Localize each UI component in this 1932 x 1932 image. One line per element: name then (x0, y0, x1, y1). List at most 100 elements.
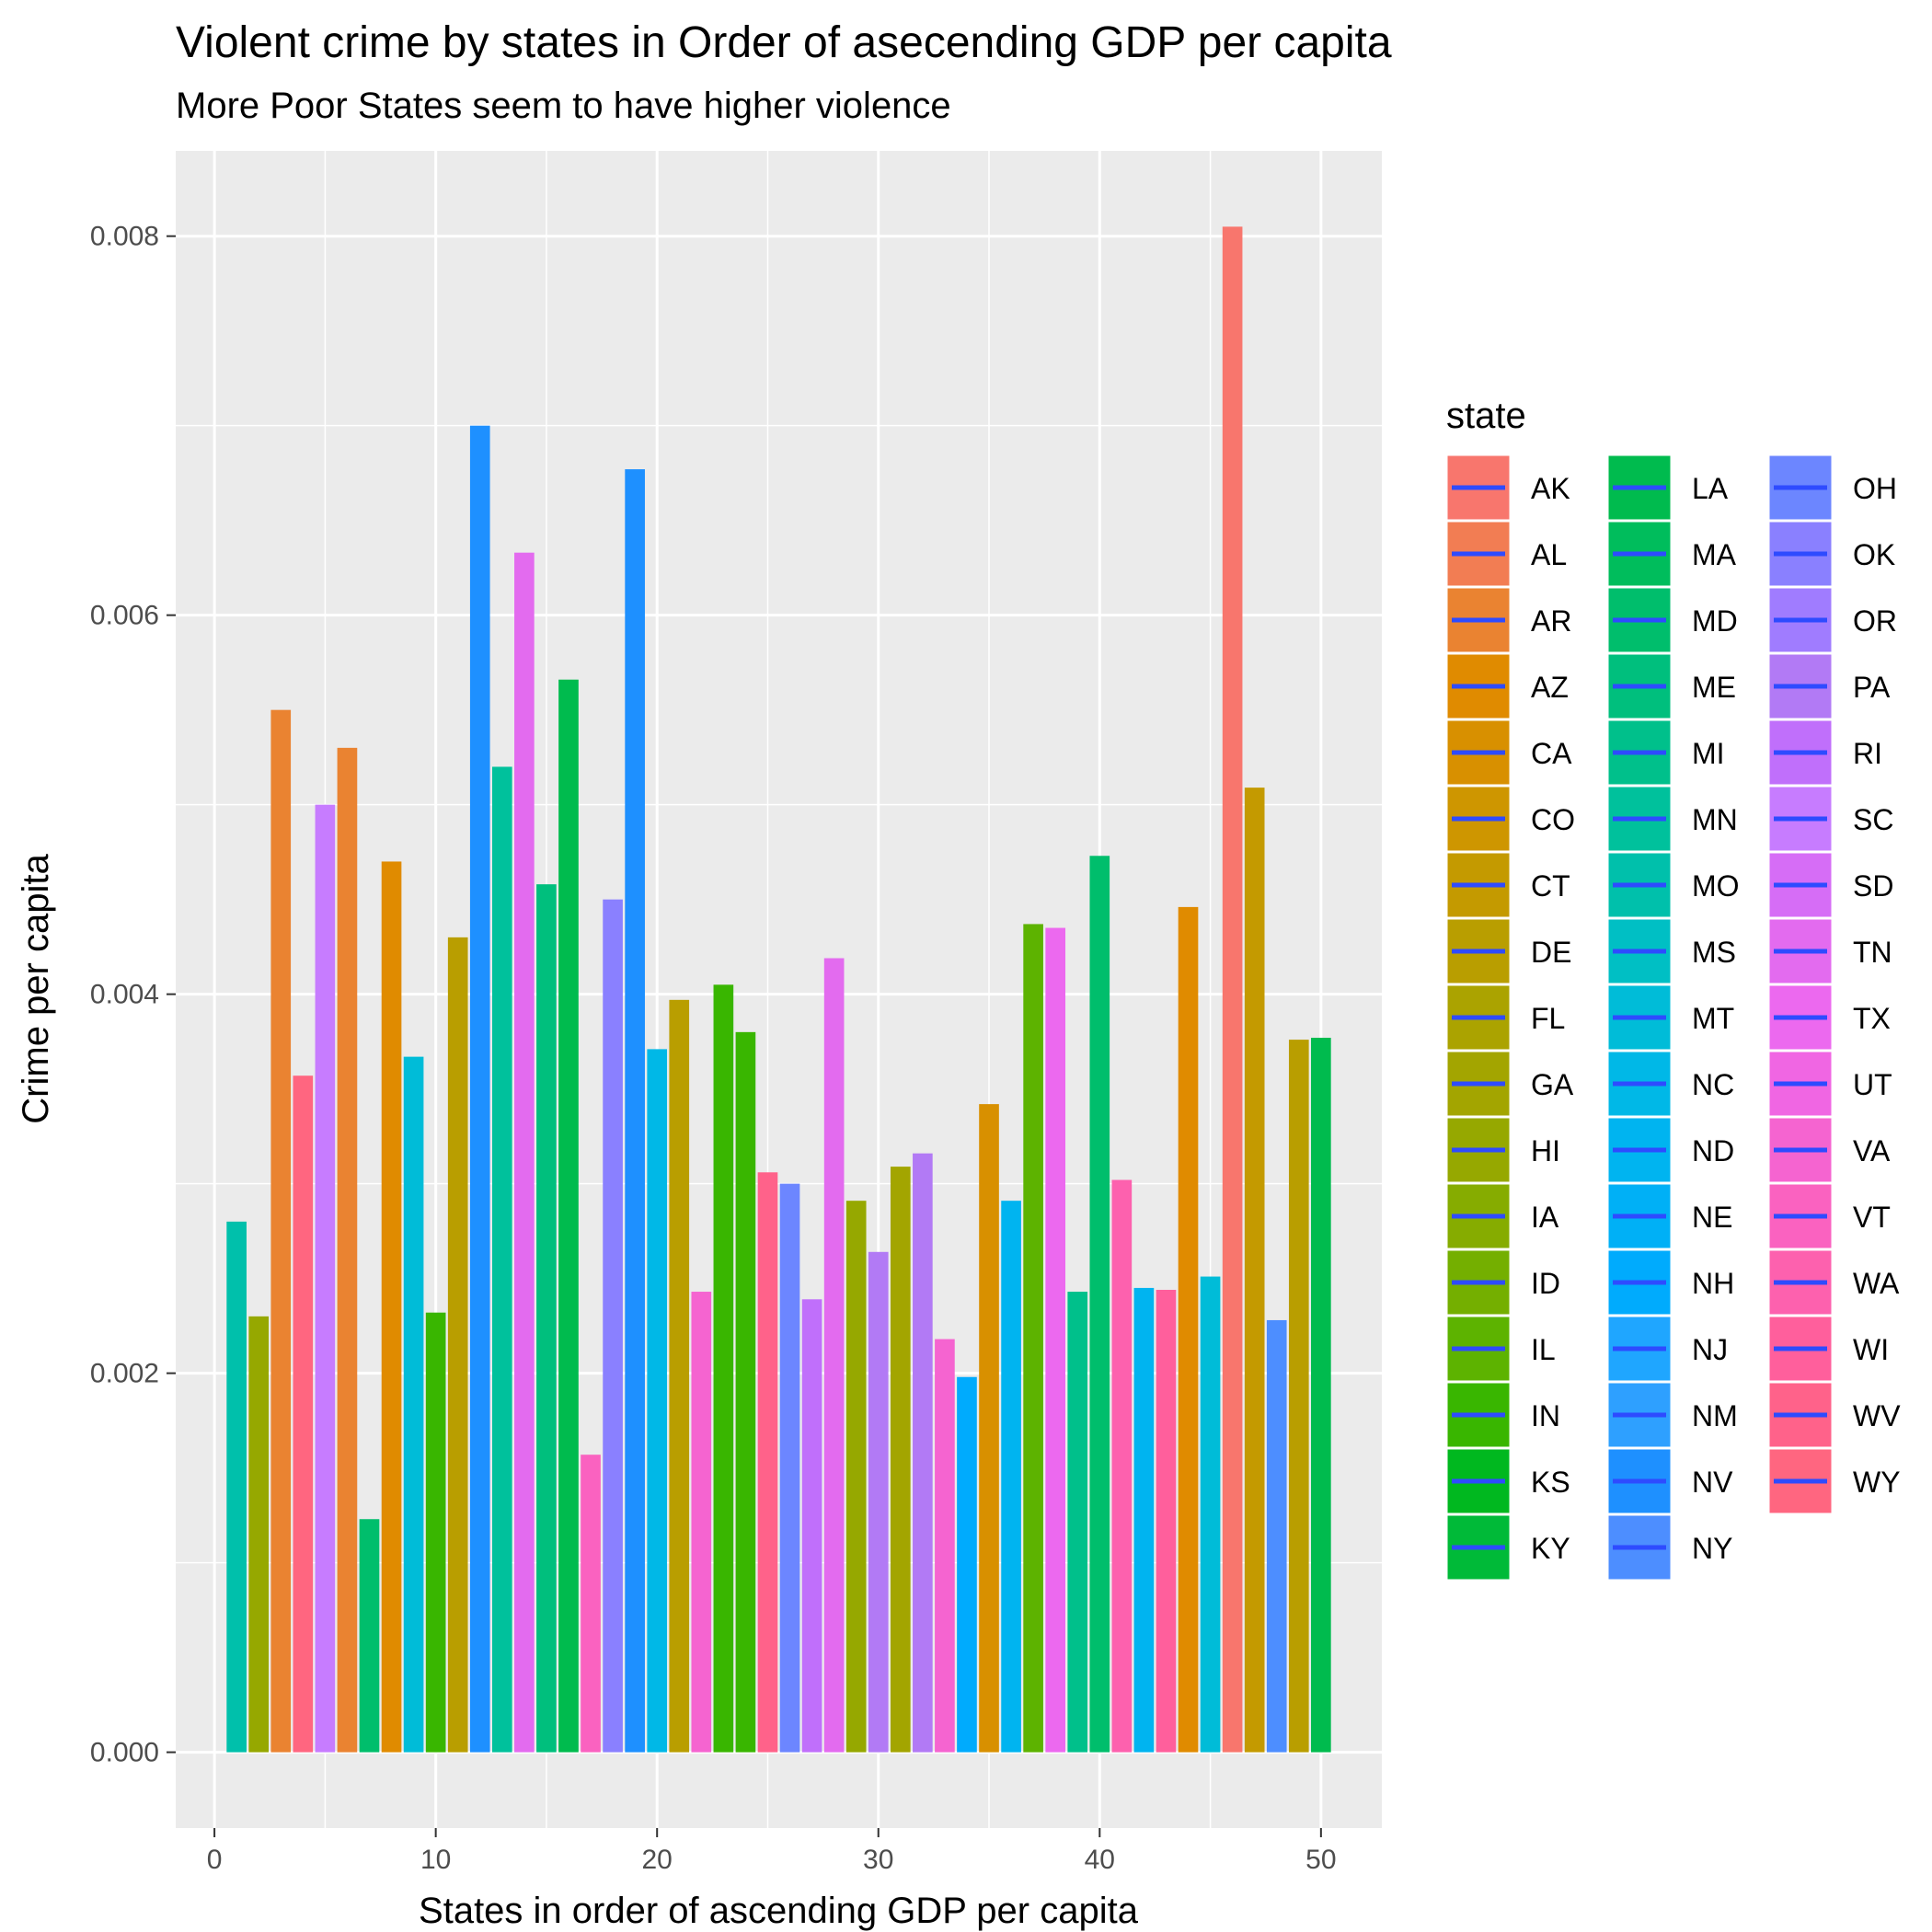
legend-label: NE (1692, 1201, 1732, 1234)
legend: state AK AL AR AZ CA CO CT DE FL GA HI IA ID IL IN KS KY… (1444, 396, 1901, 1582)
bar (1178, 906, 1199, 1753)
bar (226, 1221, 247, 1753)
legend-label: TN (1853, 936, 1892, 969)
bar (1089, 856, 1110, 1753)
legend-label: NY (1692, 1532, 1732, 1565)
bar (248, 1316, 270, 1753)
bar (1023, 924, 1043, 1753)
legend-item: PA (1766, 651, 1891, 721)
legend-label: NV (1692, 1466, 1733, 1499)
legend-item: WY (1766, 1446, 1901, 1516)
legend-item: MO (1605, 850, 1740, 920)
legend-item: NC (1605, 1049, 1734, 1119)
legend-label: ID (1531, 1267, 1560, 1300)
legend-label: CT (1531, 869, 1570, 903)
legend-label: UT (1853, 1068, 1892, 1101)
bar (1111, 1179, 1133, 1753)
legend-label: KY (1531, 1532, 1570, 1565)
legend-item: UT (1766, 1049, 1892, 1119)
bar (779, 1183, 800, 1753)
legend-item: MD (1605, 585, 1738, 655)
legend-item: NH (1605, 1248, 1734, 1317)
bar (647, 1049, 668, 1753)
y-tick-label: 0.002 (90, 1359, 159, 1389)
legend-item: DE (1444, 916, 1571, 986)
bar (403, 1056, 424, 1753)
legend-item: SC (1766, 784, 1893, 854)
bar (669, 999, 690, 1753)
legend-item: MS (1605, 916, 1736, 986)
legend-item: VA (1766, 1115, 1891, 1185)
bar (469, 425, 490, 1753)
legend-label: NH (1692, 1267, 1734, 1300)
bar (1156, 1289, 1177, 1753)
legend-label: IN (1531, 1399, 1560, 1432)
bar (1266, 1319, 1287, 1753)
legend-label: CO (1531, 803, 1575, 836)
legend-item: NY (1605, 1512, 1732, 1582)
bar (890, 1167, 911, 1753)
bar (1244, 788, 1265, 1753)
legend-label: IL (1531, 1333, 1556, 1366)
legend-label: WV (1853, 1399, 1901, 1432)
legend-item: AK (1444, 453, 1570, 523)
y-tick-label: 0.008 (90, 222, 159, 252)
x-axis-label: States in order of ascending GDP per cap… (419, 1891, 1139, 1931)
y-tick-label: 0.000 (90, 1738, 159, 1768)
legend-item: NJ (1605, 1314, 1728, 1384)
legend-label: DE (1531, 936, 1571, 969)
legend-label: AL (1531, 538, 1567, 571)
bar (713, 984, 734, 1753)
bar (1222, 226, 1243, 1753)
bar (1067, 1292, 1088, 1753)
legend-label: OK (1853, 538, 1895, 571)
legend-item: WA (1766, 1248, 1900, 1317)
legend-label: NJ (1692, 1333, 1728, 1366)
legend-item: HI (1444, 1115, 1560, 1185)
legend-item: NM (1605, 1380, 1738, 1450)
legend-item: NE (1605, 1181, 1732, 1251)
legend-item: MI (1605, 718, 1725, 788)
bar (1288, 1040, 1309, 1753)
legend-item: TX (1766, 983, 1891, 1052)
bar (1045, 927, 1066, 1753)
legend-label: SD (1853, 869, 1893, 903)
legend-item: IN (1444, 1380, 1560, 1450)
legend-label: WA (1853, 1267, 1900, 1300)
legend-item: OR (1766, 585, 1897, 655)
legend-title: state (1446, 396, 1526, 436)
legend-item: KY (1444, 1512, 1570, 1582)
legend-label: PA (1853, 671, 1891, 704)
bar (491, 766, 512, 1753)
x-tick-label: 50 (1305, 1845, 1336, 1875)
legend-item: CT (1444, 850, 1570, 920)
x-tick-label: 40 (1085, 1845, 1115, 1875)
legend-label: VT (1853, 1201, 1891, 1234)
x-tick-label: 30 (863, 1845, 893, 1875)
bar (381, 861, 402, 1753)
legend-label: WI (1853, 1333, 1889, 1366)
legend-label: RI (1853, 737, 1882, 770)
legend-label: LA (1692, 472, 1729, 505)
legend-label: ME (1692, 671, 1736, 704)
legend-label: MN (1692, 803, 1738, 836)
legend-item: FL (1444, 983, 1565, 1052)
bar (315, 804, 336, 1753)
legend-label: ND (1692, 1134, 1734, 1167)
bar (691, 1292, 712, 1753)
bar (625, 469, 645, 1753)
legend-item: NV (1605, 1446, 1733, 1516)
legend-label: MS (1692, 936, 1736, 969)
legend-item: WI (1766, 1314, 1889, 1384)
y-tick-label: 0.006 (90, 601, 159, 631)
legend-item: SD (1766, 850, 1893, 920)
legend-label: WY (1853, 1466, 1901, 1499)
legend-label: NM (1692, 1399, 1738, 1432)
chart-title: Violent crime by states in Order of asec… (176, 18, 1392, 67)
legend-label: AK (1531, 472, 1570, 505)
bar (337, 747, 358, 1753)
y-axis-label: Crime per capita (16, 854, 56, 1124)
bar (425, 1312, 446, 1753)
legend-item: OH (1766, 453, 1897, 523)
